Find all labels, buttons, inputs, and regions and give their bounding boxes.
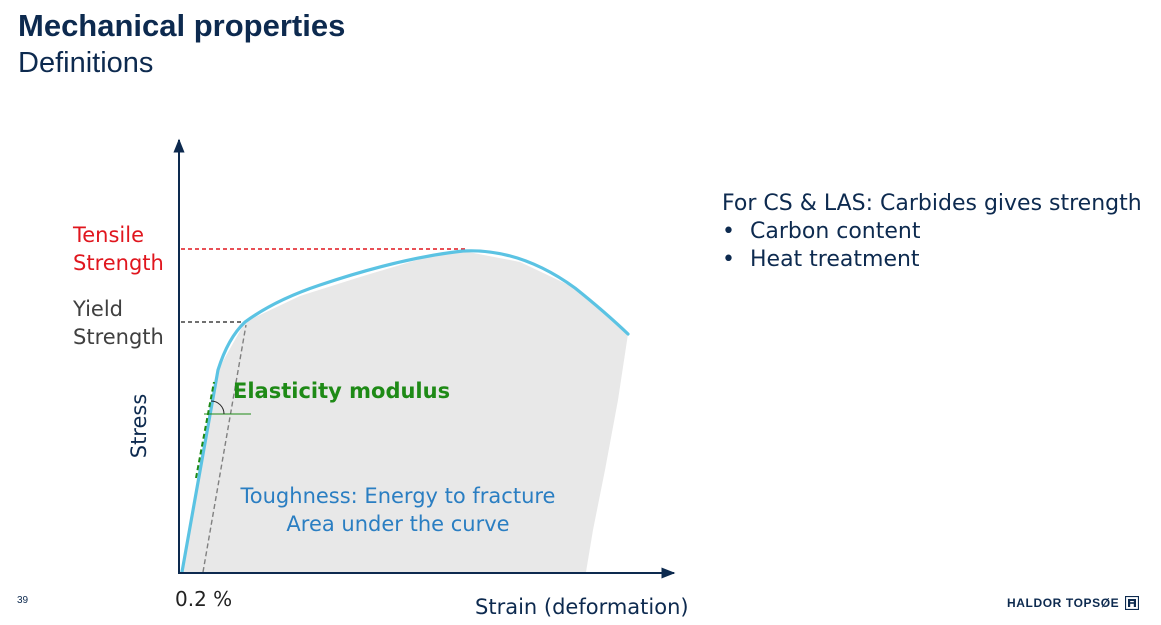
strength-note: For CS & LAS: Carbides gives strength • … (722, 190, 1142, 274)
stress-strain-curve (180, 249, 630, 574)
elasticity-modulus-label: Elasticity modulus (233, 379, 450, 403)
x-axis-label: Strain (deformation) (475, 595, 689, 619)
slide-title: Mechanical properties (18, 8, 346, 43)
company-logo: HALDOR TOPSØE (1007, 596, 1140, 610)
bullet: • (722, 247, 735, 272)
logo-text: HALDOR TOPSØE (1007, 596, 1120, 610)
yield-strength-label-line2: Strength (73, 325, 164, 349)
haldor-topsoe-mark-icon (1125, 596, 1140, 610)
toughness-area (182, 251, 628, 572)
note-item: • Carbon content (722, 218, 1142, 246)
tensile-strength-label-line2: Strength (73, 251, 164, 275)
note-item: • Heat treatment (722, 246, 1142, 274)
y-axis-label: Stress (127, 394, 151, 459)
elasticity-angle-arc (210, 400, 225, 415)
offset-dashed-line (202, 324, 247, 573)
note-list: • Carbon content • Heat treatment (722, 218, 1142, 274)
note-item-text: Carbon content (750, 219, 921, 244)
toughness-label-line2: Area under the curve (286, 512, 509, 536)
note-item-text: Heat treatment (750, 247, 920, 272)
note-heading: For CS & LAS: Carbides gives strength (722, 191, 1142, 216)
page-number: 39 (17, 595, 29, 606)
elasticity-tangent-line (195, 381, 215, 479)
slide-subtitle: Definitions (18, 47, 154, 79)
toughness-label-line1: Toughness: Energy to fracture (240, 484, 556, 508)
bullet: • (722, 219, 735, 244)
yield-strength-label-line1: Yield (72, 297, 123, 321)
tensile-strength-label-line1: Tensile (72, 223, 144, 247)
offset-label: 0.2 % (175, 587, 232, 611)
